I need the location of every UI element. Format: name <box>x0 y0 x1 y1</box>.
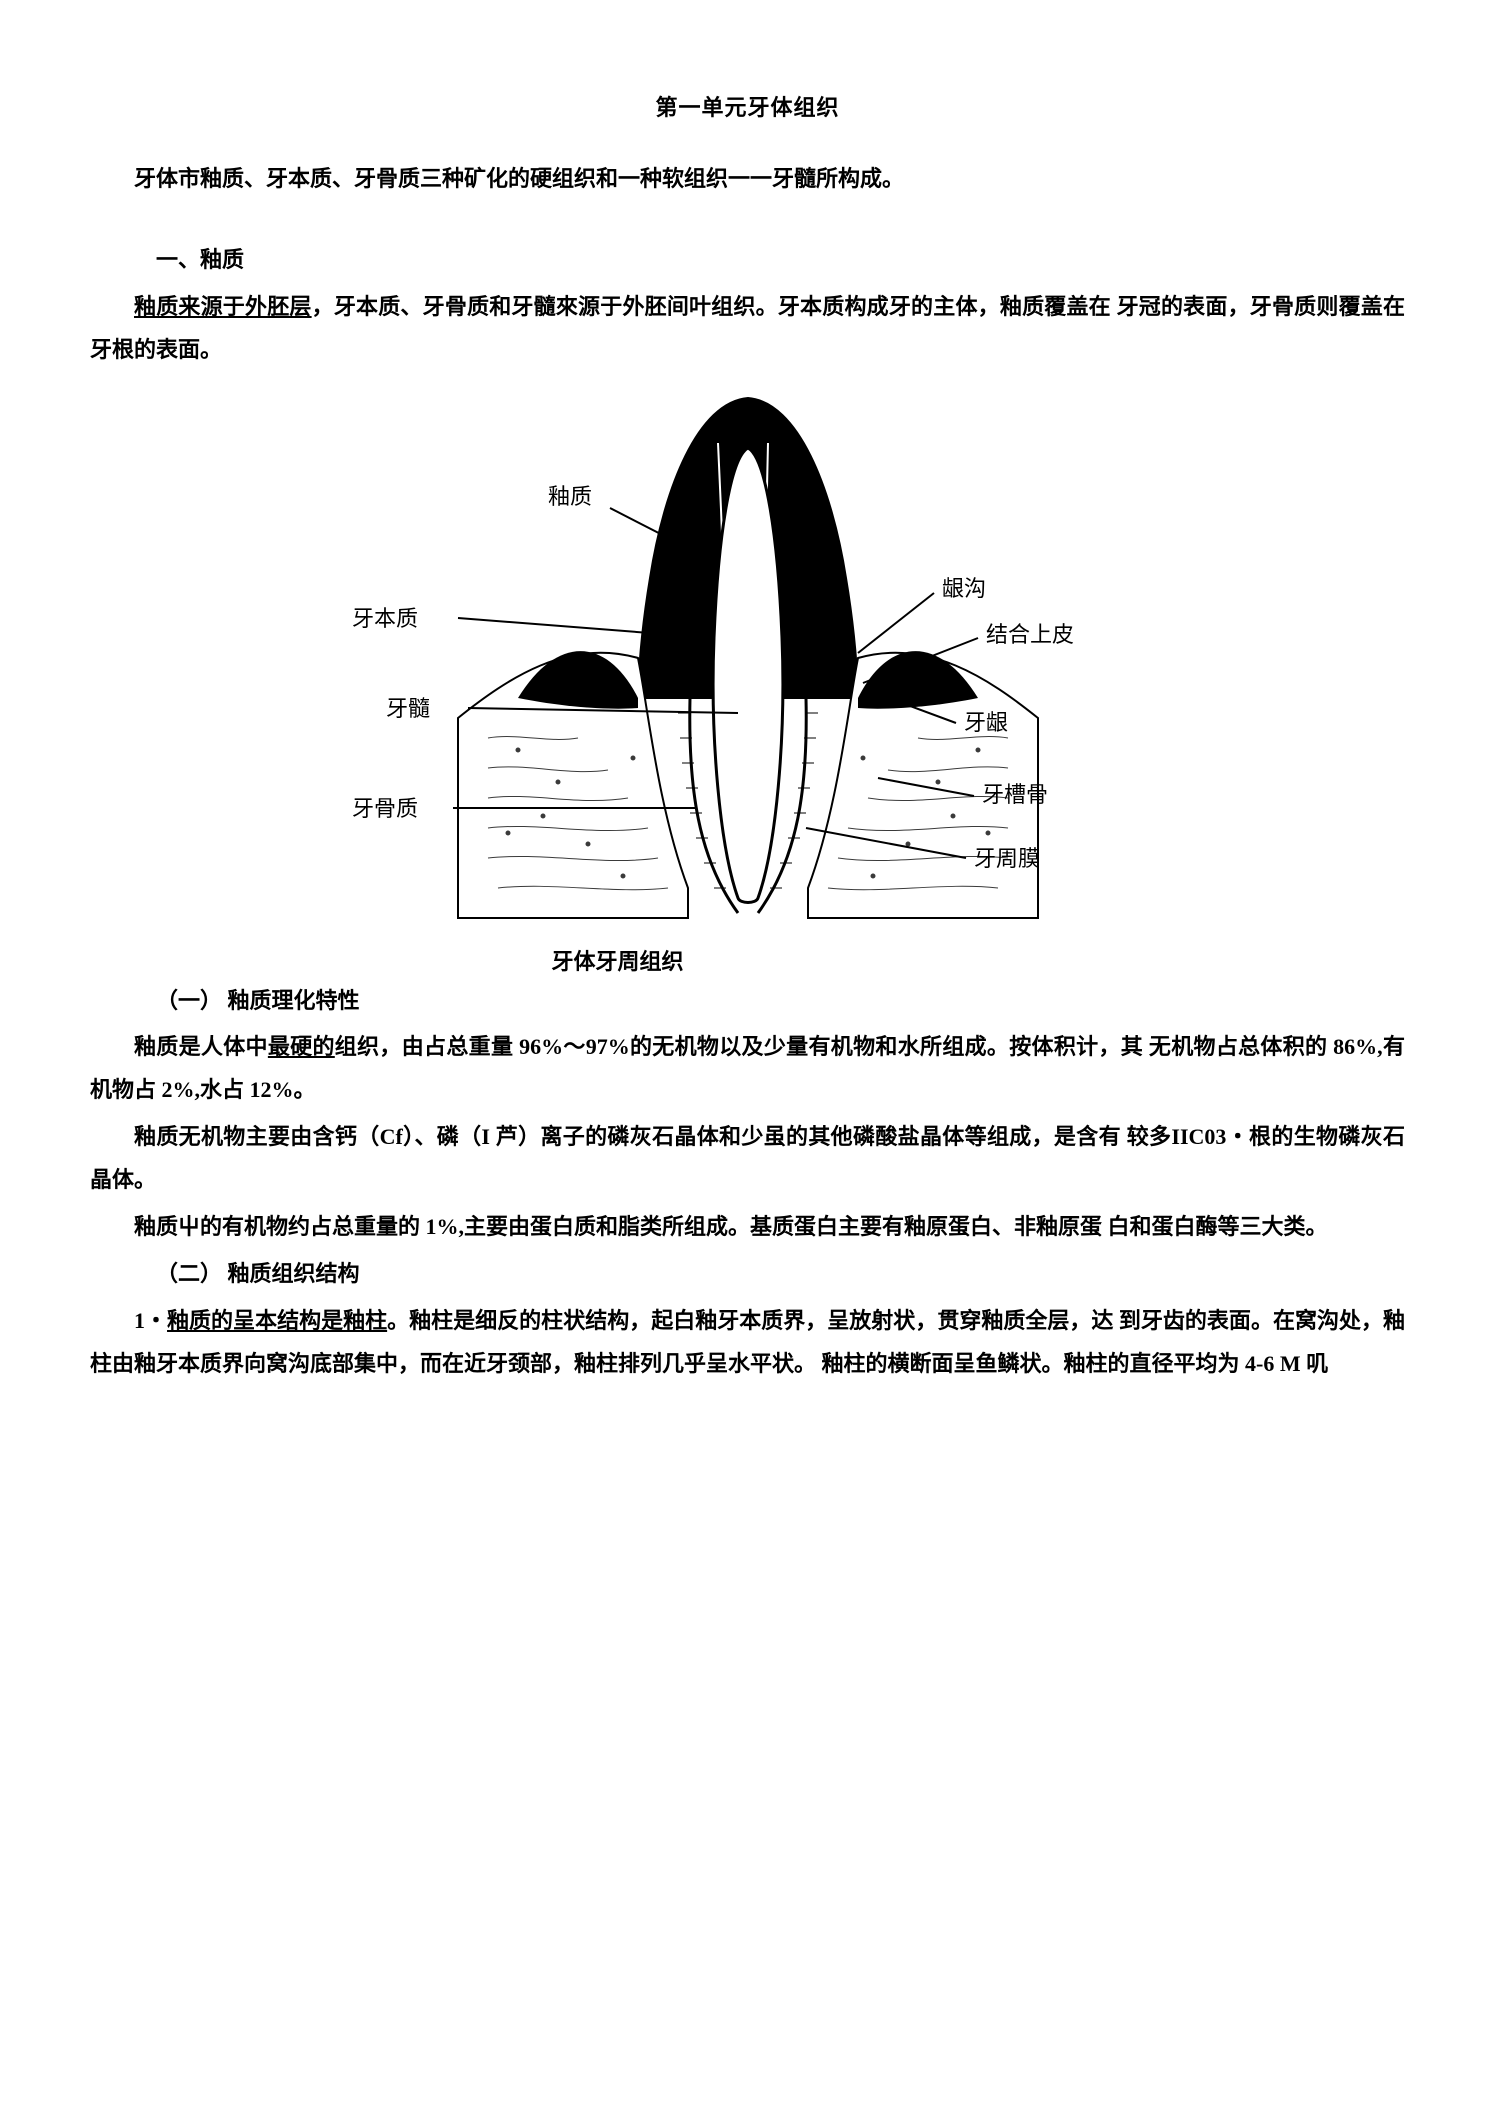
sec11-para-1: 釉质是人体中最硬的组织，由占总重量 96%～97%的无机物以及少量有机物和水所组… <box>90 1026 1405 1112</box>
label-enamel: 釉质 <box>548 484 592 509</box>
section-1-1-heading: （一） 釉质理化特性 <box>90 980 1405 1023</box>
label-gingival-sulcus: 龈沟 <box>942 576 986 601</box>
section-1-2-heading: （二） 釉质组织结构 <box>90 1253 1405 1296</box>
label-pulp: 牙髓 <box>386 696 430 721</box>
spacer <box>90 205 1405 239</box>
section-1-heading: 一、釉质 <box>90 239 1405 282</box>
sec12-p1a: 1・ <box>134 1308 167 1333</box>
tooth-diagram: 釉质 牙本质 牙髓 牙骨质 龈沟 结合上皮 牙龈 牙槽骨 牙周膜 牙体牙周组织 <box>90 378 1405 976</box>
sec11-p1a: 釉质是人体中 <box>134 1034 268 1059</box>
label-junctional-epi: 结合上皮 <box>986 622 1074 647</box>
label-pdl: 牙周膜 <box>974 846 1040 871</box>
sec11-para-3: 釉质屮的有机物约占总重量的 1%,主要由蛋白质和脂类所组成。基质蛋白主要有釉原蛋… <box>90 1206 1405 1249</box>
sec12-para-1: 1・釉质的呈本结构是釉柱。釉柱是细反的柱状结构，起白釉牙本质界，呈放射状，贯穿釉… <box>90 1300 1405 1386</box>
section-1-para-1: 釉质来源于外胚层，牙本质、牙骨质和牙髓來源于外胚间叶组织。牙本质构成牙的主体，釉… <box>90 286 1405 372</box>
intro-paragraph: 牙体市釉质、牙本质、牙骨质三种矿化的硬组织和一种软组织一一牙髓所构成。 <box>90 158 1405 201</box>
sec12-p1u: 釉质的呈本结构是釉柱 <box>167 1308 387 1333</box>
label-dentin: 牙本质 <box>352 606 418 631</box>
enamel-origin-underline: 釉质来源于外胚层 <box>134 294 312 319</box>
label-gingiva: 牙龈 <box>964 710 1008 735</box>
sec11-para-2: 釉质无机物主要由含钙（Cf）、磷（I 芦）离子的磷灰石晶体和少虽的其他磷酸盐晶体… <box>90 1116 1405 1202</box>
label-alveolar-bone: 牙槽骨 <box>982 782 1048 807</box>
tooth-diagram-svg: 釉质 牙本质 牙髓 牙骨质 龈沟 结合上皮 牙龈 牙槽骨 牙周膜 <box>338 378 1158 938</box>
diagram-caption: 牙体牙周组织 <box>551 944 683 976</box>
page-title: 第一单元牙体组织 <box>90 90 1405 122</box>
sec11-p1u: 最硬的 <box>268 1034 335 1059</box>
label-cementum: 牙骨质 <box>352 796 418 821</box>
